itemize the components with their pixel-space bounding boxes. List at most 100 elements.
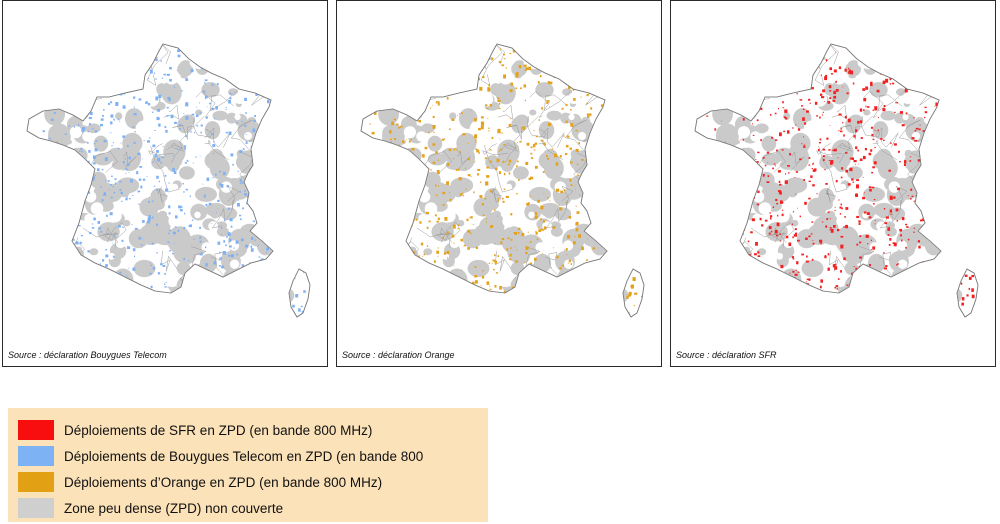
deployment-zone [89,59,92,63]
deployment-zone [205,263,208,267]
deployment-zone [273,238,274,239]
deployment-zone [963,119,967,122]
deployment-zone [70,157,72,159]
deployment-zone [812,60,815,64]
zpd-uncovered-zone [709,149,720,160]
deployment-zone [226,235,228,238]
deployment-zone [128,300,132,303]
deployment-zone [202,183,204,185]
deployment-zone [156,150,159,153]
deployment-zone [819,285,822,289]
deployment-zone [787,299,790,302]
deployment-zone [426,226,429,229]
deployment-zone [90,233,92,235]
deployment-zone [62,282,64,284]
deployment-zone [553,151,554,152]
zpd-uncovered-zone [41,195,58,208]
deployment-zone [280,109,283,111]
deployment-zone [87,180,89,182]
deployment-zone [389,152,392,154]
zpd-uncovered-zone [166,157,180,172]
zpd-uncovered-zone [280,137,287,142]
deployment-zone [233,82,237,85]
deployment-zone [510,118,512,120]
deployment-zone [273,241,275,243]
deployment-zone [935,239,939,242]
deployment-zone [757,296,760,298]
deployment-zone [217,199,220,202]
deployment-zone [452,158,455,160]
deployment-zone [59,312,61,314]
deployment-zone [589,269,591,271]
deployment-zone [972,227,974,230]
deployment-zone [213,141,215,143]
deployment-zone [722,308,724,311]
deployment-zone [230,279,232,281]
deployment-zone [308,211,309,213]
deployment-zone [943,82,946,85]
deployment-zone [624,262,627,266]
deployment-zone [845,207,849,210]
deployment-zone [794,177,796,178]
deployment-zone [105,320,108,322]
deployment-zone [489,285,491,287]
deployment-zone [803,179,805,181]
zpd-uncovered-zone [396,307,413,317]
deployment-zone [133,141,136,144]
deployment-zone [46,219,48,221]
deployment-zone [563,135,565,137]
deployment-zone [96,51,99,55]
deployment-zone [72,238,75,241]
deployment-zone [866,288,868,290]
deployment-zone [596,91,600,96]
deployment-zone [250,245,253,248]
deployment-zone [204,82,206,84]
deployment-zone [260,71,263,74]
deployment-zone [397,225,401,229]
legend-swatch-bouygues [18,446,54,466]
deployment-zone [525,251,528,254]
zpd-uncovered-zone [801,259,824,278]
deployment-zone [487,295,491,299]
deployment-zone [151,200,154,202]
deployment-zone [94,315,97,317]
zpd-uncovered-zone [797,44,815,57]
deployment-zone [935,217,938,220]
deployment-zone [87,250,90,253]
deployment-zone [469,306,471,307]
zpd-uncovered-zone [390,91,407,108]
deployment-zone [842,122,844,124]
deployment-zone [292,92,295,94]
deployment-zone [625,249,628,253]
deployment-zone [640,54,643,57]
deployment-zone [526,202,530,206]
deployment-zone [797,300,799,304]
deployment-zone [304,92,307,95]
deployment-zone [949,302,951,304]
deployment-zone [204,309,206,311]
zpd-uncovered-zone [491,297,511,313]
deployment-zone [510,238,513,241]
deployment-zone [437,101,440,104]
deployment-zone [460,238,463,242]
deployment-zone [908,274,911,277]
zpd-uncovered-zone [841,242,865,264]
deployment-zone [399,187,402,190]
deployment-zone [449,192,451,194]
zpd-uncovered-zone [724,91,741,108]
deployment-zone [783,279,787,283]
zpd-uncovered-zone [221,308,232,317]
deployment-zone [283,101,287,104]
zpd-uncovered-zone [702,153,723,176]
deployment-zone [220,184,224,188]
deployment-zone [547,157,550,160]
deployment-zone [394,309,396,311]
deployment-zone [409,200,411,202]
deployment-zone [529,195,531,198]
deployment-zone [952,247,956,251]
deployment-zone [553,277,555,279]
deployment-zone [548,302,552,304]
deployment-zone [776,222,780,227]
deployment-zone [370,247,373,251]
deployment-zone [80,147,83,150]
